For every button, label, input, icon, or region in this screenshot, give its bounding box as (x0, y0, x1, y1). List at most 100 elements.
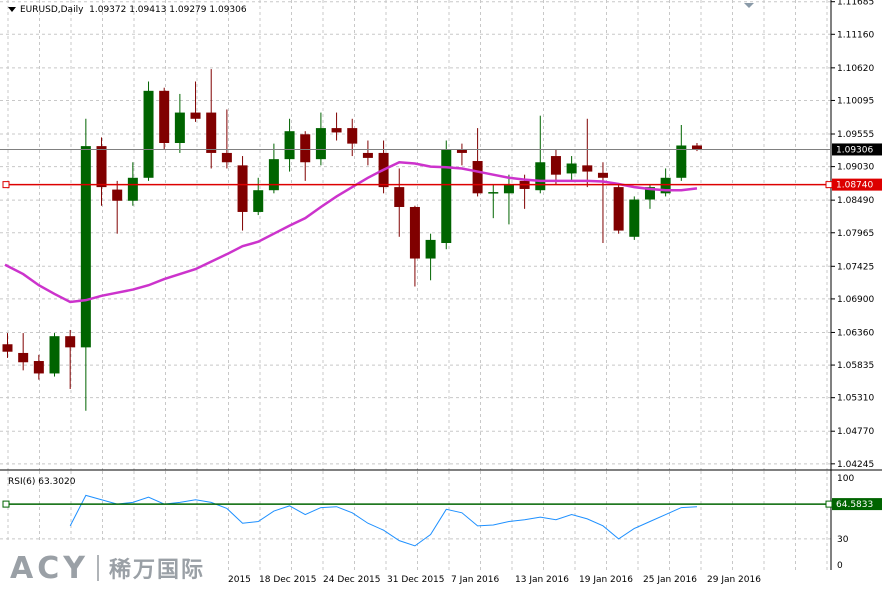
candle (18, 333, 29, 371)
candle (49, 333, 60, 377)
candle (676, 124, 687, 181)
candle (472, 128, 483, 197)
price-tick-label: 1.04770 (837, 427, 874, 437)
candle-body (96, 146, 107, 188)
candle (253, 177, 264, 216)
candle-body (190, 112, 201, 119)
candle (284, 118, 295, 172)
price-tick-label: 1.09555 (837, 130, 874, 140)
price-tick-label: 1.11160 (837, 30, 874, 40)
candle-body (159, 90, 170, 144)
date-tick-label: 24 Dec 2015 (323, 575, 381, 585)
candle (566, 156, 577, 181)
candle-body (597, 172, 608, 178)
candle (582, 118, 593, 188)
candle-body (253, 190, 264, 212)
price-tick-label: 1.07965 (837, 229, 874, 239)
candle (347, 118, 358, 157)
candle (2, 333, 13, 358)
candle (96, 137, 107, 206)
grid-lines (0, 0, 831, 570)
rsi-header: RSI(6) 63.3020 (8, 477, 76, 487)
rsi-level-label: 64.5833 (832, 498, 882, 511)
candle (362, 140, 373, 166)
candle (629, 196, 640, 240)
date-tick-label: 29 Jan 2016 (707, 575, 761, 585)
level-line-handle-right[interactable] (825, 181, 833, 189)
price-tick-label: 1.07425 (837, 262, 874, 272)
candle-body (550, 156, 561, 175)
candle-body (49, 336, 60, 374)
price-tick-label: 1.06900 (837, 295, 874, 305)
candle-body (582, 165, 593, 172)
rsi-line (69, 494, 698, 547)
candle-body (644, 187, 655, 200)
candle-body (362, 152, 373, 158)
candle-body (503, 183, 514, 194)
candle-body (566, 163, 577, 174)
candle-body (676, 145, 687, 178)
logo-brand-cn-text: 稀万国际 (108, 558, 205, 583)
date-tick-label: 2015 (228, 575, 251, 585)
scroll-marker-icon[interactable] (744, 3, 754, 8)
date-tick-label: 18 Dec 2015 (259, 575, 317, 585)
price-tick-label: 1.06360 (837, 328, 874, 338)
svg-text:64.5833: 64.5833 (836, 500, 873, 510)
candle-body (456, 149, 467, 153)
candle-body (629, 199, 640, 237)
candle-body (65, 336, 76, 348)
candle-body (127, 177, 138, 201)
candle-body (237, 165, 248, 212)
price-tick-label: 1.10095 (837, 96, 874, 106)
candle (409, 205, 420, 287)
symbol-label: EURUSD,Daily (20, 5, 84, 15)
candle (300, 131, 311, 181)
candle (597, 162, 608, 244)
date-tick-label: 13 Jan 2016 (515, 575, 569, 585)
candle-body (613, 187, 624, 231)
candle-body (315, 128, 326, 160)
price-tick-label: 1.08490 (837, 196, 874, 206)
candle-body (441, 149, 452, 244)
rsi-level-handle-right[interactable] (825, 500, 833, 508)
current-price-label: 1.09306 (832, 143, 882, 156)
logo-brand-text: ACY (10, 550, 89, 586)
level-line-handle-left[interactable] (2, 181, 10, 189)
date-tick-label: 19 Jan 2016 (579, 575, 633, 585)
price-tick-label: 1.05835 (837, 361, 874, 371)
candle (112, 180, 123, 234)
candle (221, 109, 232, 169)
level-line-label: 1.08740 (832, 178, 882, 191)
candle (33, 354, 44, 380)
candle-body (174, 112, 185, 144)
candle (613, 183, 624, 234)
chart-header: EURUSD,Daily 1.09372 1.09413 1.09279 1.0… (8, 5, 247, 15)
candle (331, 112, 342, 141)
candle-body (206, 112, 217, 153)
candle-body (660, 177, 671, 194)
date-tick-label: 25 Jan 2016 (643, 575, 697, 585)
svg-text:1.09306: 1.09306 (836, 145, 873, 155)
candle (65, 329, 76, 389)
rsi-tick-label: 100 (837, 474, 854, 484)
candle-body (425, 239, 436, 259)
price-tick-label: 1.05310 (837, 394, 874, 404)
candle (80, 118, 91, 411)
candle-body (331, 128, 342, 133)
rsi-level-handle-left[interactable] (2, 500, 10, 508)
candlesticks (2, 69, 702, 411)
candle (237, 156, 248, 231)
candle (268, 143, 279, 194)
candle-body (2, 344, 13, 352)
candle (394, 168, 405, 237)
candle-body (221, 152, 232, 163)
candle (206, 69, 217, 169)
candle (660, 168, 671, 197)
candle-body (112, 189, 123, 201)
dropdown-triangle-icon[interactable] (8, 7, 16, 12)
candle-body (409, 206, 420, 259)
candle (190, 81, 201, 122)
candle-body (394, 187, 405, 207)
rsi-tick-label: 30 (837, 535, 849, 545)
